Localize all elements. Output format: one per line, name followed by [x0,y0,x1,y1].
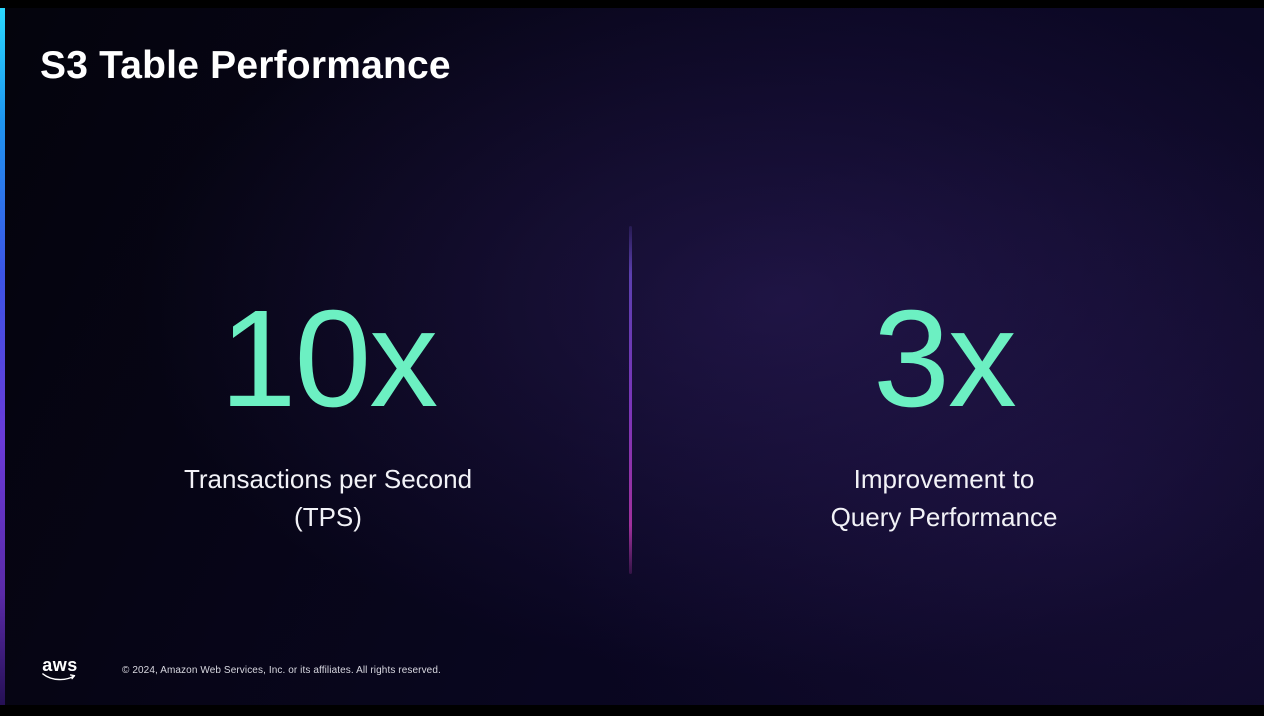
stat-label-query-line2: Query Performance [830,502,1058,532]
stat-label-query-line1: Improvement to [853,464,1035,494]
stat-tps: 10x Transactions per Second (TPS) [48,290,608,536]
slide-footer: aws © 2024, Amazon Web Services, Inc. or… [40,655,441,685]
vertical-divider [629,226,632,574]
stat-query-performance: 3x Improvement to Query Performance [664,290,1224,536]
copyright-text: © 2024, Amazon Web Services, Inc. or its… [122,664,441,676]
letterbox-top [0,0,1264,8]
stat-label-tps-line2: (TPS) [294,502,362,532]
letterbox-bottom [0,705,1264,716]
aws-smile-arrow-icon [42,673,76,681]
slide: S3 Table Performance 10x Transactions pe… [0,8,1264,705]
stat-label-query-performance: Improvement to Query Performance [664,460,1224,536]
left-edge-gradient-bar [0,8,5,705]
aws-logo: aws [40,655,80,685]
stat-label-tps: Transactions per Second (TPS) [48,460,608,536]
slide-title: S3 Table Performance [40,44,451,87]
stat-value-query-performance: 3x [873,282,1017,436]
stat-label-tps-line1: Transactions per Second [183,464,473,494]
aws-logo-text: aws [42,655,78,675]
stat-value-tps: 10x [219,282,439,436]
